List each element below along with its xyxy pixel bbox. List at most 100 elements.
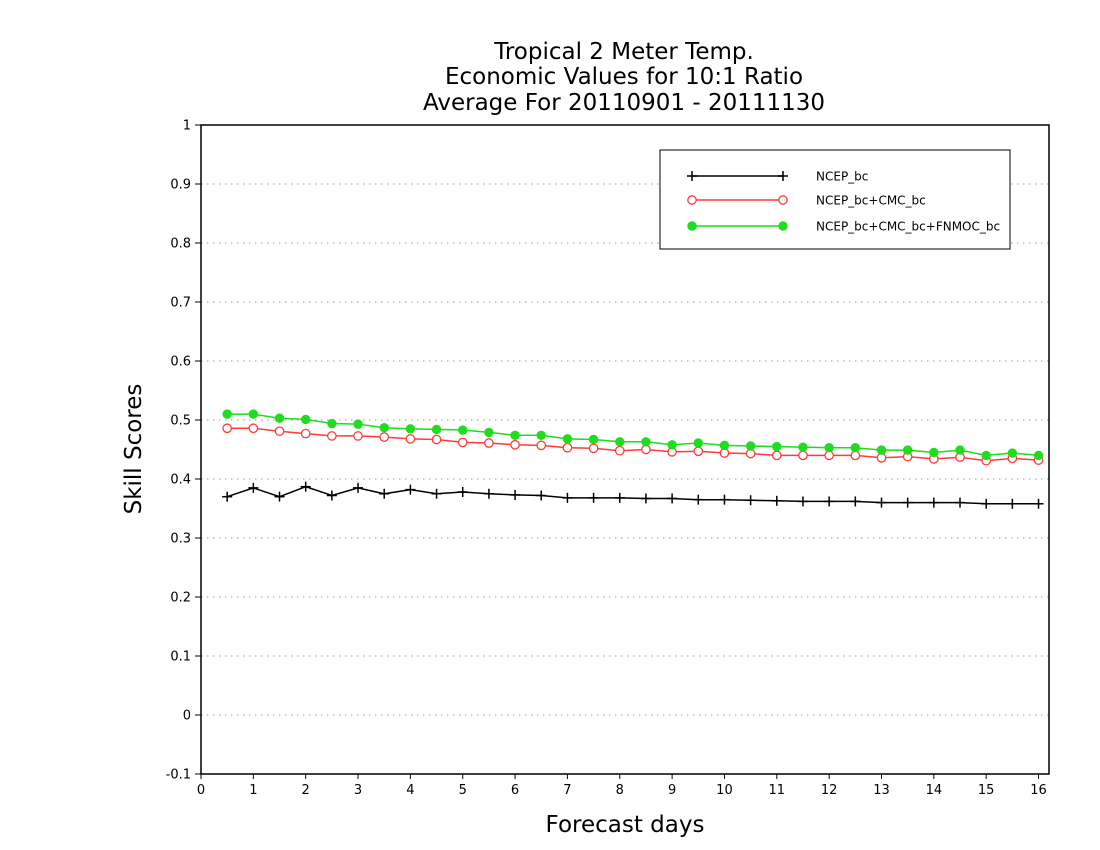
data-point — [588, 434, 599, 445]
data-point — [614, 445, 625, 456]
data-point — [876, 452, 887, 463]
x-tick-label: 14 — [926, 783, 943, 798]
data-point — [667, 493, 678, 504]
data-point — [641, 437, 651, 447]
data-point — [222, 491, 233, 502]
x-tick-label: 4 — [406, 783, 414, 798]
x-tick-label: 8 — [616, 783, 624, 798]
x-axis-label: Forecast days — [546, 812, 705, 838]
data-point — [588, 492, 599, 503]
data-point — [981, 498, 992, 509]
data-point — [405, 484, 416, 495]
y-tick-label: 0.8 — [170, 237, 191, 252]
data-point — [614, 492, 625, 503]
y-tick-label: 0 — [183, 709, 191, 724]
data-point — [327, 431, 337, 441]
data-point — [353, 431, 363, 441]
x-tick-label: 5 — [459, 783, 467, 798]
data-point — [850, 496, 861, 507]
data-point — [510, 430, 520, 441]
data-point — [457, 437, 468, 448]
plot-series — [222, 409, 1044, 509]
data-point — [353, 482, 364, 493]
legend-marker — [687, 171, 697, 181]
data-point — [745, 448, 756, 459]
x-tick-label: 13 — [873, 783, 890, 798]
data-point — [248, 423, 259, 434]
data-point — [588, 443, 599, 454]
data-point — [379, 488, 390, 499]
data-point — [902, 445, 913, 455]
data-point — [484, 427, 494, 438]
chart-title-line-3: Average For 20110901 - 20111130 — [423, 90, 825, 116]
data-point — [562, 442, 573, 453]
y-tick-label: 0.4 — [170, 473, 191, 488]
series-line — [226, 485, 1039, 505]
data-point — [798, 450, 808, 461]
data-point — [458, 425, 468, 435]
data-point — [850, 443, 861, 453]
data-point — [431, 434, 442, 445]
legend-marker — [687, 221, 697, 231]
x-tick-label: 2 — [302, 783, 310, 798]
x-tick-label: 10 — [716, 783, 733, 798]
legend-marker — [687, 195, 697, 205]
data-point — [222, 409, 232, 419]
gridlines — [201, 183, 1049, 716]
data-point — [274, 491, 285, 502]
data-point — [745, 441, 756, 451]
data-point — [379, 432, 390, 442]
chart-title-line-2: Economic Values for 10:1 Ratio — [445, 64, 803, 90]
legend-marker — [778, 221, 788, 231]
y-tick-label: 0.6 — [170, 355, 191, 370]
data-point — [510, 439, 520, 450]
data-point — [929, 447, 939, 458]
x-tick-label: 12 — [821, 783, 838, 798]
data-point — [641, 444, 651, 455]
data-point — [536, 440, 547, 451]
data-point — [876, 497, 887, 508]
data-point — [457, 486, 468, 497]
x-tick-label: 16 — [1030, 783, 1047, 798]
data-point — [300, 414, 311, 425]
data-point — [562, 492, 573, 503]
data-point — [248, 409, 259, 419]
data-point — [274, 426, 285, 437]
series-NCEP_bc+CMC_bc — [222, 423, 1044, 466]
data-point — [353, 419, 363, 429]
data-point — [326, 490, 337, 501]
data-point — [431, 488, 442, 499]
y-tick-label: 0.1 — [170, 650, 191, 665]
legend-label: NCEP_bc+CMC_bc+FNMOC_bc — [816, 220, 1000, 234]
data-point — [955, 497, 966, 508]
data-point — [300, 481, 311, 492]
chart-title-line-1: Tropical 2 Meter Temp. — [493, 39, 754, 65]
data-point — [431, 424, 442, 435]
data-point — [274, 413, 285, 423]
legend-item: NCEP_bc — [687, 170, 868, 184]
data-point — [981, 450, 991, 461]
data-point — [771, 495, 782, 506]
data-point — [902, 497, 913, 508]
axis-ticks: -0.100.10.20.30.40.50.60.70.80.910 1 2 3 4 5 6… — [166, 119, 1047, 799]
series-line — [227, 413, 1039, 457]
legend-marker — [778, 195, 788, 205]
x-tick-label: 15 — [978, 783, 995, 798]
data-point — [510, 489, 521, 500]
legend-label: NCEP_bc+CMC_bc — [816, 194, 926, 208]
data-point — [405, 424, 416, 434]
data-point — [693, 494, 704, 505]
data-point — [745, 495, 756, 506]
x-tick-label: 7 — [563, 783, 571, 798]
data-point — [1033, 498, 1044, 509]
series-line — [227, 427, 1039, 462]
x-tick-label: 9 — [668, 783, 676, 798]
y-tick-label: 0.3 — [170, 532, 191, 547]
data-point — [379, 422, 389, 433]
data-point — [824, 496, 835, 507]
data-point — [327, 418, 337, 429]
data-point — [300, 428, 311, 439]
data-point — [772, 441, 782, 452]
data-point — [928, 497, 939, 508]
data-point — [667, 440, 677, 450]
